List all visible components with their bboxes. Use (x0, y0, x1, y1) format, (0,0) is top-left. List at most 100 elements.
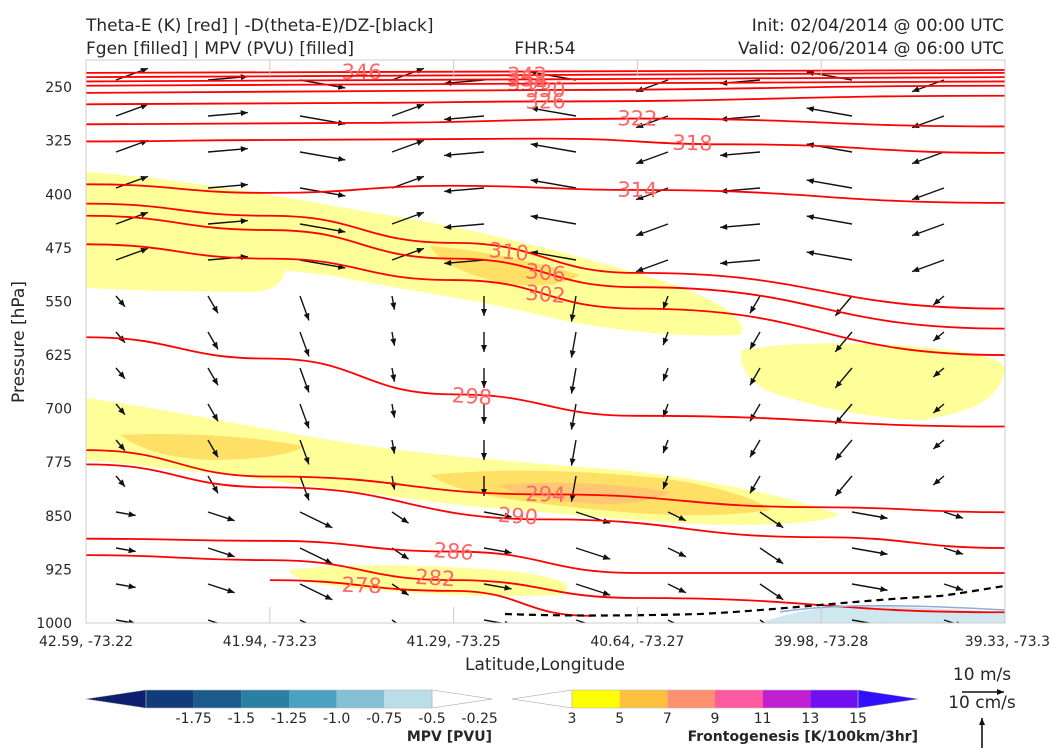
wind-vector (207, 619, 220, 623)
wind-vector-head (912, 266, 920, 273)
wind-vector (851, 619, 874, 623)
wind-vector-head (750, 485, 757, 494)
wind-vector-head (504, 512, 512, 519)
wind-vector (943, 619, 956, 623)
wind-vector-head (118, 407, 125, 415)
wind-vector-head (140, 247, 148, 254)
wind-vector-head (933, 442, 941, 449)
wind-vector-head (662, 445, 669, 454)
x-tick-label: 39.98, -73.28 (774, 634, 868, 650)
wind-vector-head (444, 187, 452, 194)
theta-e-label-306: 306 (524, 259, 566, 287)
wind-vector-head (912, 194, 920, 201)
colorbar-mpv-segment (384, 690, 432, 708)
vector-field (115, 67, 964, 630)
wind-vector-head (912, 86, 920, 93)
wind-vector-head (481, 381, 487, 388)
wind-vector-head (569, 350, 576, 358)
wind-vector-head (933, 406, 941, 413)
vector-key-arrowhead-h (997, 689, 1004, 695)
vector-key-arrowhead-v (979, 718, 985, 725)
wind-vector-head (933, 298, 941, 305)
colorbar-mpv-tick: -0.5 (418, 711, 445, 727)
wind-vector-head (118, 371, 125, 379)
wind-vector-head (835, 344, 843, 352)
title-left-1: Theta-E (K) [red] | -D(theta-E)/DZ-[blac… (85, 16, 434, 36)
wind-vector (530, 215, 577, 225)
wind-vector-head (240, 218, 248, 225)
theta-e-label-338: 338 (507, 67, 547, 91)
wind-vector-head (211, 305, 218, 314)
wind-vector-head (835, 488, 843, 496)
theta-e-label-278: 278 (341, 573, 382, 598)
wind-vector-head (416, 175, 424, 182)
title-center: FHR:54 (514, 39, 575, 59)
colorbar-mpv-frame (145, 689, 433, 709)
wind-vector-head (303, 312, 310, 321)
wind-vector (806, 215, 853, 225)
wind-vector-head (390, 374, 397, 382)
x-tick-label: 42.59, -73.22 (39, 634, 133, 650)
wind-vector-head (227, 551, 235, 558)
wind-vector-head (504, 584, 512, 591)
vector-key: 10 m/s 10 cm/s (948, 665, 1016, 748)
wind-vector-head (303, 384, 310, 393)
colorbar-mpv: -1.75 -1.5 -1.25 -1.0 -0.75 -0.5 -0.25 (85, 689, 498, 727)
wind-vector-head (211, 377, 218, 386)
wind-vector-head (569, 314, 576, 322)
colorbar-fgen: 3 5 7 9 11 13 15 (511, 689, 919, 727)
theta-e-line-302 (86, 243, 1005, 356)
theta-e-line-322 (86, 117, 1005, 128)
colorbar-mpv-extend-high (431, 689, 493, 709)
wind-vector-head (303, 492, 310, 501)
wind-vector-head (390, 338, 397, 346)
fgen-fill-upper-2 (430, 246, 580, 286)
wind-vector-head (569, 422, 576, 430)
theta-e-label-294: 294 (525, 482, 566, 507)
title-right-2: Valid: 02/06/2014 @ 06:00 UTC (738, 39, 1004, 59)
wind-vector-head (444, 151, 452, 158)
y-tick-label: 475 (45, 241, 72, 257)
wind-vector-head (324, 558, 333, 564)
title-right-1: Init: 02/04/2014 @ 00:00 UTC (752, 16, 1004, 36)
wind-vector-head (569, 494, 576, 502)
wind-vector-head (835, 380, 843, 388)
dz-contour-dashed (504, 584, 1005, 617)
wind-vector-head (504, 548, 512, 555)
wind-vector-head (240, 182, 248, 189)
wind-vector-head (390, 410, 397, 418)
wind-vector-head (444, 259, 452, 266)
wind-vector-head (662, 337, 669, 346)
wind-vector (806, 179, 853, 189)
wind-vector-head (303, 420, 310, 429)
wind-vector (483, 619, 506, 623)
wind-vector-head (636, 122, 644, 129)
colorbar-fgen-segment (572, 690, 620, 708)
wind-vector-head (211, 449, 218, 458)
wind-vector-head (227, 624, 235, 630)
wind-vector-head (140, 175, 148, 182)
wind-vector-head (955, 513, 964, 519)
wind-vector-head (324, 594, 333, 600)
theta-e-label-318: 318 (672, 131, 713, 156)
filled-regions (86, 172, 1005, 623)
wind-vector (667, 619, 676, 623)
wind-vector-head (401, 552, 409, 560)
x-tick-label: 41.94, -73.23 (223, 634, 317, 650)
colorbar-fgen-segment (715, 690, 763, 708)
colorbar-fgen-extend-low (511, 689, 573, 709)
wind-vector-head (390, 446, 397, 454)
wind-vector-head (530, 142, 539, 149)
wind-vector-head (806, 178, 815, 185)
x-tick-label: 41.29, -73.25 (407, 634, 501, 650)
wind-vector-head (806, 250, 815, 257)
theta-e-label-330: 330 (525, 78, 565, 102)
theta-e-line-306 (86, 214, 1005, 330)
wind-vector (299, 151, 346, 161)
wind-vector-head (750, 305, 757, 314)
wind-vector-head (636, 266, 644, 273)
wind-vector-head (662, 301, 669, 310)
wind-vector (806, 107, 853, 117)
wind-vector-head (933, 334, 941, 341)
wind-vector-head (481, 453, 487, 460)
